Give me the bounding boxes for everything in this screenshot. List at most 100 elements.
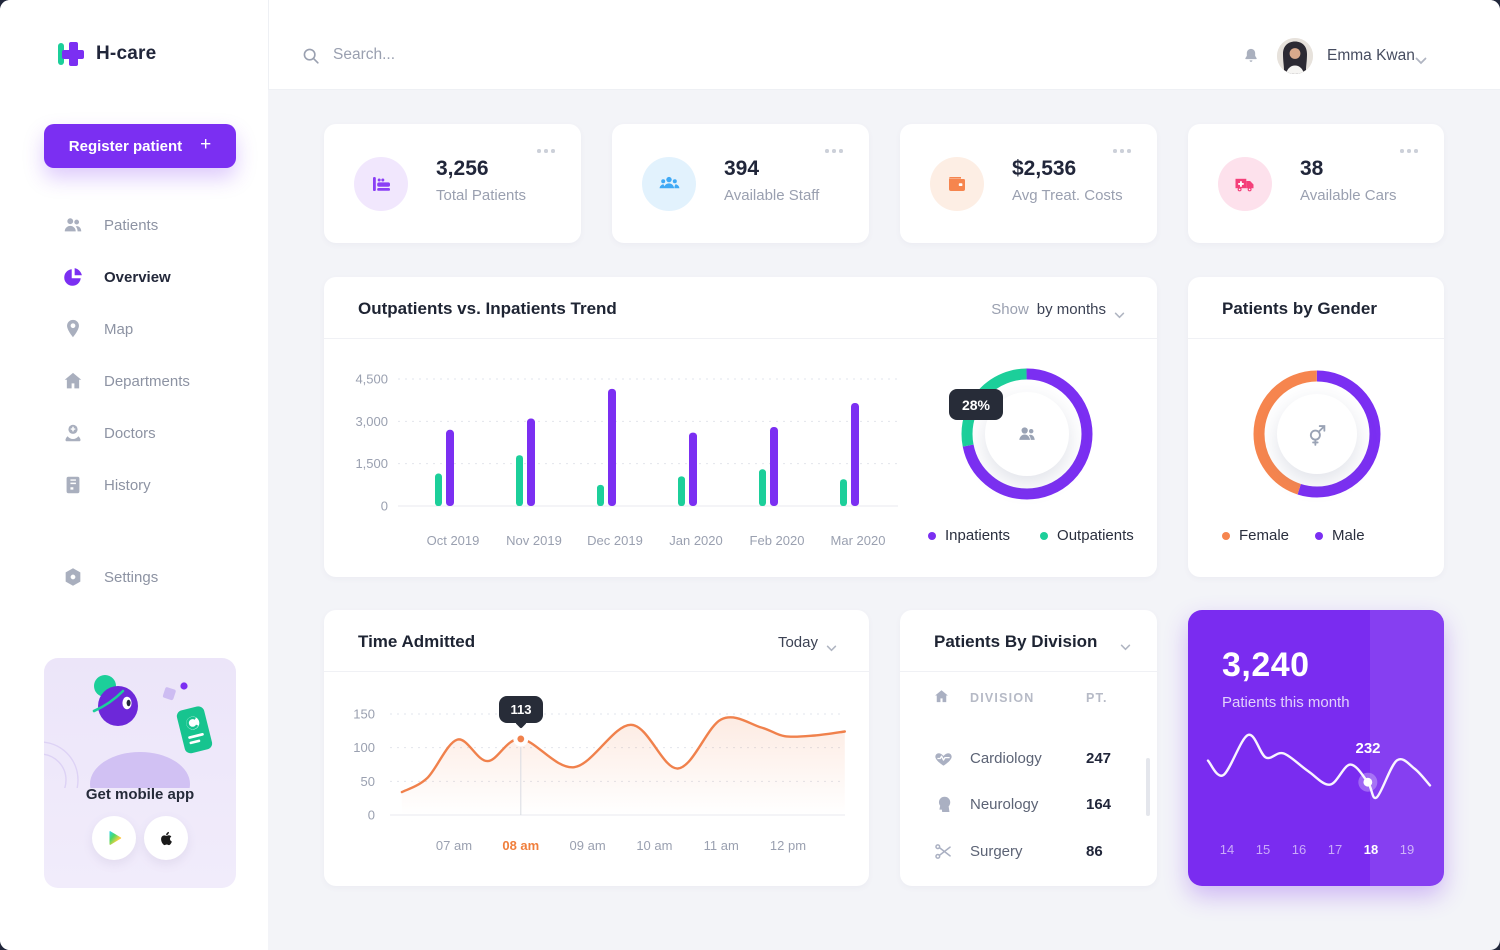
svg-text:12 pm: 12 pm [770,838,806,853]
neurology-head-icon [933,794,954,815]
google-play-button[interactable] [92,816,136,860]
svg-text:50: 50 [361,774,375,789]
trend-legend: Inpatients Outpatients [928,527,1134,544]
notifications-bell-icon[interactable] [1241,45,1261,67]
chevron-down-icon[interactable] [1120,638,1131,651]
home-icon [933,688,950,705]
card-header: Patients by Gender [1188,277,1444,339]
division-row-name: Cardiology [970,750,1042,767]
stat-card-available-staff: 394 Available Staff [612,124,869,243]
hcare-logo-icon [58,42,84,66]
surgery-scissors-icon [933,841,954,862]
sidebar-item-settings[interactable]: Settings [0,563,268,591]
sidebar-item-label: History [104,476,151,494]
svg-text:0: 0 [381,499,388,514]
card-header: Time Admitted Today [324,610,869,672]
sidebar-item-history[interactable]: History [0,471,268,499]
home-icon [62,370,84,392]
patients-by-gender-card: Patients by Gender Female Male [1188,277,1444,577]
sidebar-item-doctors[interactable]: Doctors [0,419,268,447]
today-dropdown[interactable]: Today [777,634,837,652]
time-admitted-title: Time Admitted [358,632,476,651]
line-tooltip-value: 113 [510,702,532,717]
bed-icon [354,157,408,211]
svg-text:Dec 2019: Dec 2019 [587,533,643,548]
svg-text:Jan 2020: Jan 2020 [669,533,723,548]
division-row-value: 164 [1086,796,1112,813]
plus-icon: + [200,134,212,155]
donut-tooltip-value: 28% [961,396,991,413]
brand-name: H-care [96,43,157,64]
google-play-icon [109,831,122,845]
patients-icon [1019,427,1035,440]
user-avatar[interactable] [1277,38,1313,74]
stat-label: Available Cars [1300,187,1397,204]
division-title: Patients By Division [934,632,1098,651]
wallet-icon [930,157,984,211]
more-options-icon[interactable] [1400,146,1422,154]
search-input[interactable] [331,38,691,72]
dropdown-prefix: Show [991,301,1029,318]
line-chart-time-admitted: 0 50 100 150 07 am 08 am 09 am 10 am 11 am 12 pm [353,707,846,853]
svg-text:10 am: 10 am [636,838,672,853]
legend-dot [1040,531,1049,540]
card-header: Patients By Division [900,610,1157,672]
spark-day-18: 18 [1363,842,1379,857]
patients-by-division-card: Patients By Division DIVISION PT. Cardio… [900,610,1157,886]
trend-title: Outpatients vs. Inpatients Trend [358,299,617,318]
division-row-name: Surgery [970,843,1023,860]
more-options-icon[interactable] [825,146,847,154]
legend-item-female: Female [1222,527,1289,544]
sidebar-item-map[interactable]: Map [0,315,268,343]
donut-chart-gender [1253,370,1381,498]
show-by-months-dropdown[interactable]: Show by months [991,301,1125,319]
division-row-name: Neurology [970,796,1039,813]
cardiology-heart-icon [933,748,954,769]
card-header: Outpatients vs. Inpatients Trend Show by… [324,277,1157,339]
gender-legend: Female Male [1222,527,1365,544]
app-store-button[interactable] [144,816,188,860]
donut-center [1277,394,1357,474]
more-options-icon[interactable] [1113,146,1135,154]
svg-text:4,500: 4,500 [355,372,388,387]
app-logo: H-care [58,42,156,66]
get-mobile-app-title: Get mobile app [85,786,195,803]
more-options-icon[interactable] [537,146,559,154]
svg-text:Oct 2019: Oct 2019 [427,533,480,548]
svg-text:11 am: 11 am [704,838,739,853]
search-icon [302,47,320,65]
svg-text:08 am: 08 am [502,838,539,853]
sparkline-patients [1206,733,1432,800]
register-patient-button[interactable]: Register patient + [44,124,236,168]
month-label: Patients this month [1222,694,1350,711]
stat-card-available-cars: 38 Available Cars [1188,124,1444,243]
legend-dot [1315,531,1324,540]
sidebar-item-overview[interactable]: Overview [0,263,268,291]
sidebar-item-label: Overview [104,268,171,286]
scrollbar[interactable] [1146,758,1150,816]
legend-label: Female [1239,527,1290,544]
outpatients-inpatients-trend-card: Outpatients vs. Inpatients Trend Show by… [324,277,1157,577]
legend-label: Inpatients [945,527,1011,544]
sidebar-item-departments[interactable]: Departments [0,367,268,395]
dropdown-value: Today [777,634,818,651]
donut-tooltip-28pct: 28% [949,389,1003,420]
column-header-division: DIVISION [970,691,1035,705]
user-name[interactable]: Emma Kwan [1327,47,1415,64]
chevron-down-icon[interactable] [1415,52,1427,65]
svg-text:09 am: 09 am [570,838,606,853]
svg-text:Mar 2020: Mar 2020 [831,533,886,548]
svg-text:07 am: 07 am [436,838,472,853]
chevron-down-icon [826,639,837,652]
bar-chart-outpatients-inpatients: 0 1,500 3,000 4,500 Oct 2019 Nov 2019 Dec 2019… [355,372,898,548]
column-header-pt: PT. [1086,691,1108,705]
sidebar-item-patients[interactable]: Patients [0,211,268,239]
svg-text:Nov 2019: Nov 2019 [506,533,562,548]
topbar: Emma Kwan [268,0,1500,90]
stat-value: 3,256 [436,157,489,180]
month-value: 3,240 [1222,646,1310,684]
chevron-down-icon [1114,306,1125,319]
svg-text:3,000: 3,000 [355,414,388,429]
settings-icon [62,566,84,588]
spark-day-labels: 14 15 16 17 18 19 [1188,842,1444,860]
